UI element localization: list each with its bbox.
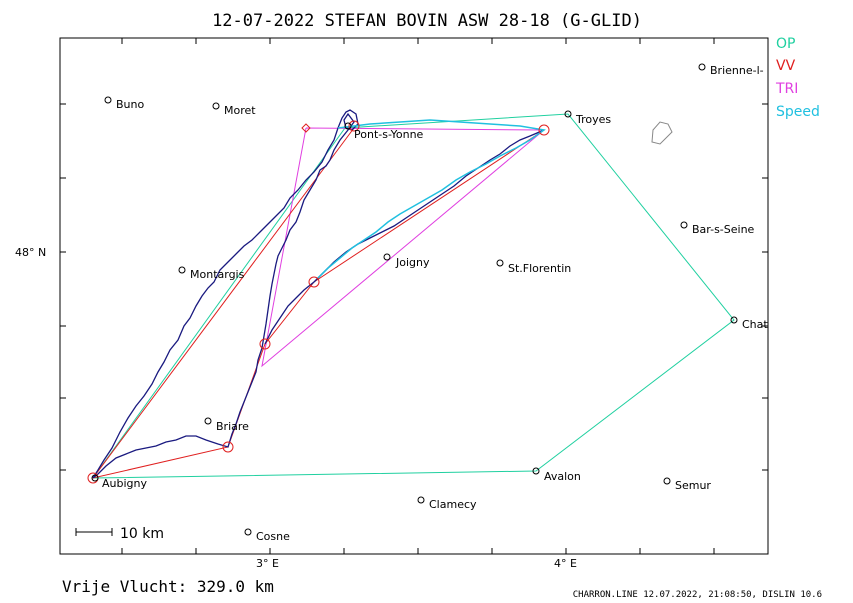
- town-pont-s-yonne: Pont-s-Yonne: [354, 128, 424, 141]
- town-cosne: Cosne: [256, 530, 290, 543]
- map-frame: [59, 37, 769, 555]
- tri-task-line: [261, 127, 546, 368]
- lon-label-3e: 3° E: [256, 557, 279, 570]
- speed-track: [317, 119, 546, 279]
- town-avalon: Avalon: [544, 470, 581, 483]
- lat-label: 48° N: [15, 246, 46, 259]
- town-joigny: Joigny: [395, 256, 430, 269]
- town-briare: Briare: [216, 420, 249, 433]
- tri-marker: [301, 123, 311, 133]
- town-buno: Buno: [116, 98, 144, 111]
- town-st-florentin: St.Florentin: [508, 262, 571, 275]
- scale-bar: 10 km: [75, 526, 164, 542]
- lon-label-4e: 4° E: [554, 557, 577, 570]
- vv-task-line: [91, 127, 545, 479]
- axis-ticks: [60, 38, 768, 554]
- town-montargis: Montargis: [190, 268, 245, 281]
- town-brienne: Brienne-l-: [710, 64, 764, 77]
- legend-speed: Speed: [776, 104, 820, 120]
- town-troyes: Troyes: [575, 113, 611, 126]
- legend-vv: VV: [776, 58, 796, 74]
- lake-outline: [651, 121, 673, 145]
- map-title: 12-07-2022 STEFAN BOVIN ASW 28-18 (G-GLI…: [212, 11, 642, 31]
- town-bar-s-seine: Bar-s-Seine: [692, 223, 755, 236]
- flight-track-return: [264, 129, 545, 345]
- town-moret: Moret: [224, 104, 256, 117]
- scale-label: 10 km: [120, 526, 164, 542]
- town-chat: Chat: [742, 318, 768, 331]
- town-clamecy: Clamecy: [429, 498, 477, 511]
- town-aubigny: Aubigny: [102, 477, 147, 490]
- towns: Buno Moret Brienne-l- Troyes Pont-s-Yonn…: [91, 63, 768, 543]
- free-flight-distance: Vrije Vlucht: 329.0 km: [62, 577, 274, 596]
- footer-info: CHARRON.LINE 12.07.2022, 21:08:50, DISLI…: [573, 590, 822, 600]
- town-semur: Semur: [675, 479, 711, 492]
- legend-op: OP: [776, 36, 795, 52]
- turnpoint-markers: [87, 120, 550, 484]
- op-task-line: [92, 113, 735, 479]
- legend-tri: TRI: [775, 81, 798, 97]
